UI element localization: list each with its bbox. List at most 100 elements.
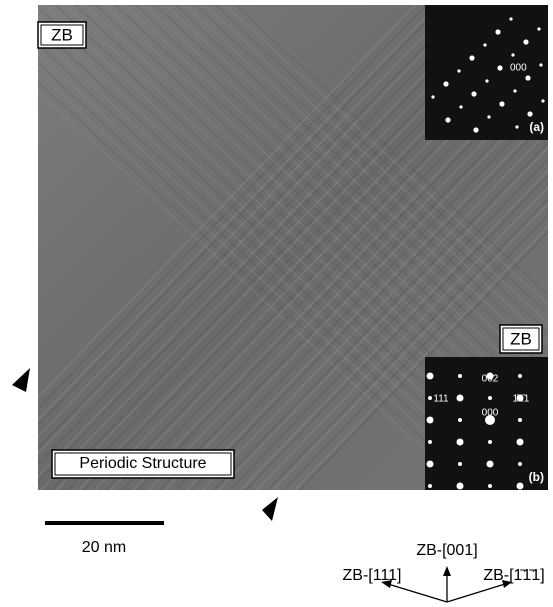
fringe [271,202,548,490]
fringe [94,5,548,427]
spot [487,115,491,119]
spot [515,125,519,129]
label-box-inner [40,24,84,46]
fringe [134,5,548,389]
spot [537,27,541,31]
label-box [499,324,543,354]
spot [428,484,432,488]
fringe [38,5,498,483]
spot [497,65,503,71]
direction-label: ZB-[111] [343,567,402,584]
fringe [293,225,548,490]
panel-label: (b) [529,470,544,484]
fringe [298,230,548,490]
fringe [217,146,548,490]
fringe [144,5,548,380]
spot [511,53,515,57]
fringe [164,5,548,362]
fringe [194,5,548,334]
fringe [212,141,548,490]
spot-label: 111 [433,394,449,405]
spot-label: 000 [482,408,499,419]
scale-label: 20 nm [82,539,126,556]
fringe [174,101,548,490]
fringe [239,169,548,490]
diffraction-spots [431,17,545,133]
fringe [114,5,548,408]
fringe [38,5,493,478]
label-box-inner [54,452,232,476]
panel-label: (a) [529,120,544,134]
spot [473,127,479,133]
spot [483,43,487,47]
fringe [185,113,548,490]
spot [456,482,464,490]
fringe [184,5,548,343]
fringe [38,5,439,422]
zb-label: ZB [510,329,532,348]
spot [456,438,464,446]
spot [516,482,524,490]
fringe [163,90,548,490]
fringe [190,118,548,490]
fringe [201,130,548,490]
spot [509,17,513,21]
fringe [228,158,548,490]
spot [488,484,492,488]
arrowhead [262,497,278,521]
fringe [38,5,482,466]
spot [486,372,494,380]
spot [469,55,475,61]
spot [518,374,522,378]
spot [518,418,522,422]
spot [527,111,533,117]
region-label: Periodic Structure [79,455,206,472]
spot [431,95,435,99]
spot [488,440,492,444]
fringe [38,5,428,410]
label-box [51,449,235,479]
spot [458,374,462,378]
spot [428,396,432,400]
direction-label: ZB-[001] [416,542,477,559]
direction-label: ZB-[1̄1̄1] [483,567,544,584]
fringe [204,5,548,324]
spot [457,69,461,73]
fringe [224,5,548,306]
fringe [154,5,548,371]
spot [426,372,434,380]
spot [486,460,494,468]
spot-label: 002 [482,374,499,385]
spot [518,462,522,466]
spot [539,63,543,67]
scale-bar [45,521,164,525]
spot [443,81,449,87]
spot [485,79,489,83]
spot-label: 000 [510,63,527,74]
fringe [38,80,479,490]
spot-label: 1̄1̄1 [513,394,530,405]
spot [495,29,501,35]
inset-a [425,5,548,140]
fringe [214,5,548,315]
fringe [104,5,548,417]
spot [456,394,464,402]
fringe [38,5,466,450]
fringe [234,5,548,297]
fringe [174,5,548,352]
spot [458,462,462,466]
fringe [124,5,548,399]
fringe [244,174,548,490]
spot [525,75,531,81]
spot [499,101,505,107]
spot [488,396,492,400]
spot [428,440,432,444]
fringe [266,197,548,490]
label-box-inner [502,327,540,351]
label-box [37,21,87,49]
fringe [38,5,444,427]
spot [523,39,529,45]
spot [541,99,545,103]
spot [471,91,477,97]
fringe [255,186,548,490]
